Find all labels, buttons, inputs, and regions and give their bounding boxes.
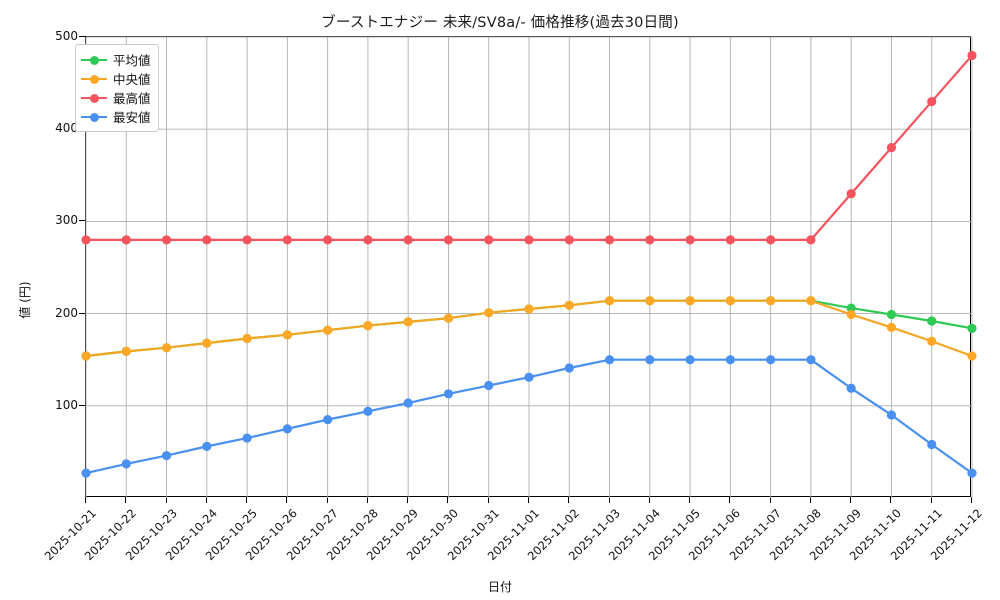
x-tick-mark (165, 497, 167, 503)
x-tick-mark (528, 497, 529, 503)
y-tick-label: 400 (55, 121, 78, 136)
legend-label: 中央値 (113, 72, 151, 87)
x-tick-label: 2025-10-30 (404, 506, 462, 564)
x-tick-mark (85, 497, 86, 503)
x-tick-mark (326, 497, 328, 503)
y-tick-label: 200 (55, 305, 78, 320)
chart-legend: 平均値中央値最高値最安値 (75, 44, 159, 132)
grid-lines (85, 36, 973, 498)
plot-area (81, 36, 977, 498)
legend-item-0[interactable]: 平均値 (81, 50, 151, 69)
y-tick-mark (79, 312, 85, 314)
y-axis-ticks: 100 200 300 400 500 (0, 0, 85, 600)
series-1 (81, 296, 977, 361)
x-tick-mark (890, 497, 892, 503)
legend-label: 最高値 (113, 91, 151, 106)
x-tick-label: 2025-11-10 (847, 506, 905, 564)
x-tick-mark (608, 497, 610, 503)
y-tick-mark (79, 220, 85, 222)
legend-swatch-icon (81, 72, 107, 86)
legend-item-1[interactable]: 中央値 (81, 69, 151, 88)
x-tick-mark (971, 497, 972, 503)
legend-label: 最安値 (113, 110, 151, 125)
y-tick-mark (79, 36, 85, 37)
series-3 (81, 355, 977, 478)
x-axis-label: 日付 (487, 580, 512, 594)
x-tick-label: 2025-11-06 (686, 506, 744, 564)
x-tick-label: 2025-11-04 (605, 506, 663, 564)
x-tick-mark (487, 497, 489, 503)
legend-item-3[interactable]: 最安値 (81, 107, 151, 126)
legend-swatch-icon (81, 91, 107, 105)
series-2 (81, 50, 977, 245)
x-tick-mark (729, 497, 731, 503)
legend-swatch-icon (81, 53, 107, 67)
x-tick-mark (769, 497, 771, 503)
x-tick-mark (447, 497, 449, 503)
x-tick-label: 2025-10-27 (283, 506, 341, 564)
x-tick-label: 2025-10-22 (81, 506, 140, 564)
x-tick-mark (809, 497, 811, 503)
x-tick-mark (246, 497, 248, 503)
y-tick-label: 300 (55, 213, 78, 228)
legend-item-2[interactable]: 最高値 (81, 88, 151, 107)
data-series-layer (81, 50, 977, 478)
x-tick-label: 2025-11-03 (565, 506, 623, 564)
y-tick-mark (79, 404, 85, 406)
x-tick-label: 2025-10-24 (162, 506, 220, 564)
x-tick-mark (286, 497, 288, 503)
x-tick-mark (205, 497, 207, 503)
x-tick-mark (366, 497, 368, 503)
legend-label: 平均値 (113, 53, 151, 68)
x-tick-label: 2025-11-07 (726, 506, 784, 564)
y-tick-label: 500 (55, 29, 78, 43)
x-tick-label: 2025-11-11 (887, 506, 945, 564)
x-tick-label: 2025-11-02 (524, 506, 583, 564)
legend-swatch-icon (81, 110, 107, 124)
x-tick-mark (648, 497, 650, 503)
x-tick-mark (689, 497, 691, 503)
x-tick-label: 2025-10-31 (444, 506, 502, 564)
x-tick-label: 2025-11-12 (927, 506, 985, 564)
x-tick-mark (850, 497, 852, 503)
x-tick-label: 2025-10-26 (243, 506, 301, 564)
x-tick-mark (125, 497, 127, 503)
y-tick-label: 100 (55, 397, 78, 412)
x-tick-label: 2025-10-23 (122, 506, 180, 564)
x-tick-mark (930, 497, 932, 503)
x-tick-mark (407, 497, 409, 503)
page-title: ブーストエナジー 未来/SV8a/- 価格推移(過去30日間) (321, 15, 679, 31)
x-tick-mark (568, 497, 570, 503)
